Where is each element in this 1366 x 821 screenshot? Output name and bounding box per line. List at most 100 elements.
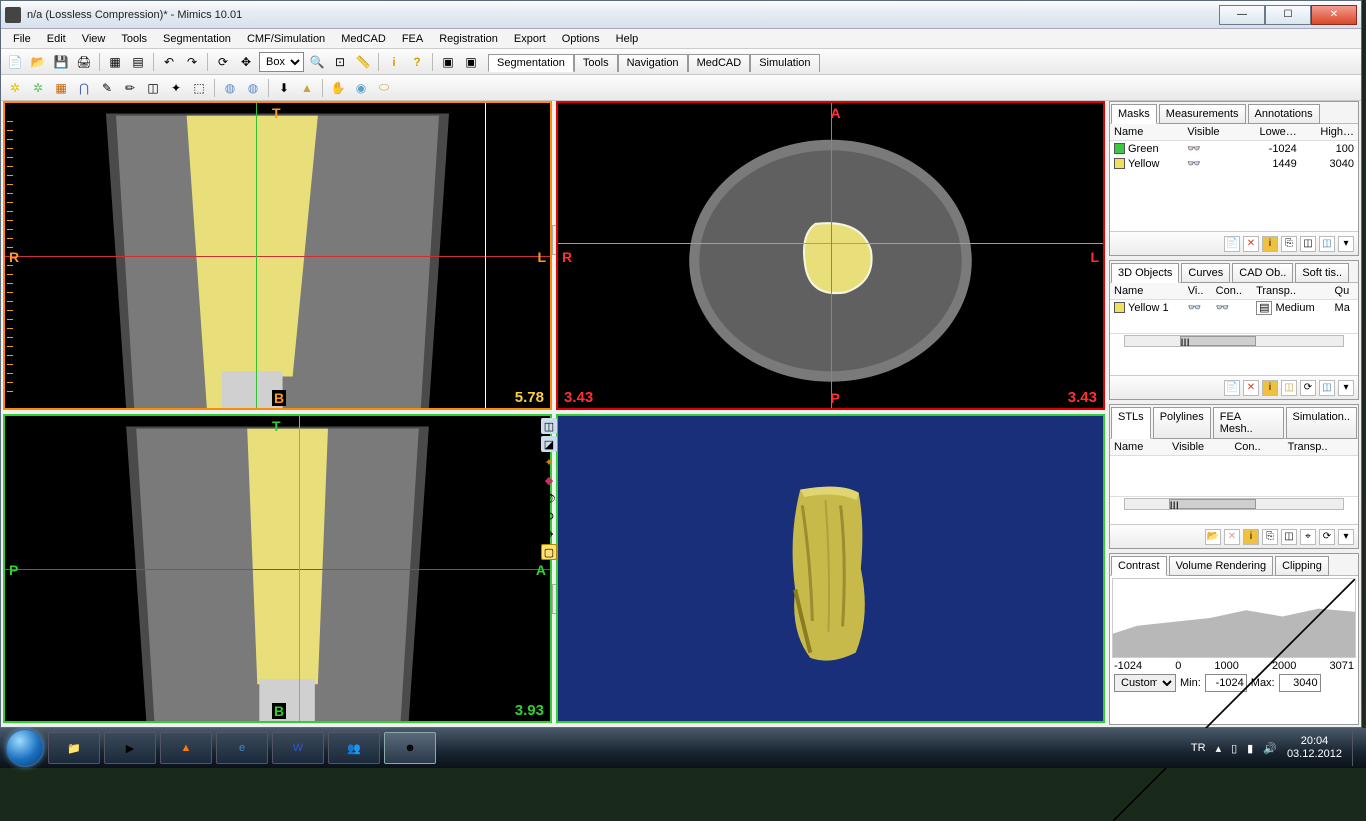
- region-grow-icon[interactable]: ✲: [28, 78, 48, 98]
- redo-icon[interactable]: ↷: [182, 52, 202, 72]
- undo-icon[interactable]: ↶: [159, 52, 179, 72]
- tray-clock[interactable]: 20:04 03.12.2012: [1287, 735, 1342, 761]
- menu-tools[interactable]: Tools: [113, 31, 155, 47]
- start-button[interactable]: [6, 729, 44, 767]
- cube3-icon[interactable]: ◫: [1319, 380, 1335, 396]
- show-desktop-button[interactable]: [1352, 730, 1360, 766]
- open-icon[interactable]: 📂: [28, 52, 48, 72]
- task-mimics[interactable]: ☻: [384, 732, 436, 764]
- move-icon[interactable]: ✥: [541, 526, 557, 542]
- menu-export[interactable]: Export: [506, 31, 554, 47]
- eye-icon[interactable]: 👁: [541, 490, 557, 506]
- zoom-fit-icon[interactable]: ⊡: [330, 52, 350, 72]
- zoom-icon[interactable]: 🔍: [307, 52, 327, 72]
- task-word[interactable]: W: [272, 732, 324, 764]
- tab-segmentation[interactable]: Segmentation: [488, 54, 574, 72]
- maximize-button[interactable]: ☐: [1265, 5, 1311, 25]
- cube2-icon[interactable]: ⟳: [1300, 380, 1316, 396]
- minimize-button[interactable]: —: [1219, 5, 1265, 25]
- menu-help[interactable]: Help: [608, 31, 647, 47]
- calc-3d-icon[interactable]: ◍: [220, 78, 240, 98]
- save-icon[interactable]: 💾: [51, 52, 71, 72]
- table-row[interactable]: Yellow 1 👓 👓 ▤ Medium Ma: [1110, 300, 1358, 316]
- rotate-stl-icon[interactable]: ⟳: [1319, 529, 1335, 545]
- tab-tools[interactable]: Tools: [574, 54, 618, 72]
- taskbar[interactable]: 📁 ▶ ▲ e W 👥 ☻ TR ▴ ▯ ▮ 🔊 20:04 03.12.201…: [0, 728, 1366, 768]
- ptab-volrender[interactable]: Volume Rendering: [1169, 556, 1274, 576]
- task-mediaplayer[interactable]: ▶: [104, 732, 156, 764]
- tab-medcad[interactable]: MedCAD: [688, 54, 751, 72]
- draw-icon[interactable]: ✏: [120, 78, 140, 98]
- export-stl-icon[interactable]: ⬇: [274, 78, 294, 98]
- boolean-icon[interactable]: ⋂: [74, 78, 94, 98]
- delete-obj-icon[interactable]: ✕: [1243, 380, 1259, 396]
- dropdown-icon[interactable]: ▾: [1338, 236, 1354, 252]
- col-name[interactable]: Name: [1110, 439, 1168, 456]
- grid-icon[interactable]: ▦: [105, 52, 125, 72]
- viewport-axial[interactable]: A P R L 3.43 3.43: [556, 101, 1105, 410]
- selection-mode-select[interactable]: Box: [259, 52, 304, 72]
- disc-icon[interactable]: ◉: [351, 78, 371, 98]
- viewport-coronal[interactable]: T B R L 5.78: [3, 101, 552, 410]
- col-transp[interactable]: Transp..: [1252, 283, 1330, 300]
- col-name[interactable]: Name: [1110, 283, 1184, 300]
- copy-stl-icon[interactable]: ⎘: [1262, 529, 1278, 545]
- tray-up-icon[interactable]: ▴: [1216, 742, 1222, 755]
- tray-network-icon[interactable]: ▮: [1247, 742, 1253, 755]
- props-mask-icon[interactable]: i: [1262, 236, 1278, 252]
- contrast-histogram[interactable]: [1112, 578, 1356, 658]
- panel-toggle-1-icon[interactable]: ▣: [438, 52, 458, 72]
- cube-mask-icon[interactable]: ◫: [1319, 236, 1335, 252]
- layout-icon[interactable]: ▤: [128, 52, 148, 72]
- props-stl-icon[interactable]: i: [1243, 529, 1259, 545]
- task-vlc[interactable]: ▲: [160, 732, 212, 764]
- ptab-simulation[interactable]: Simulation..: [1286, 407, 1357, 439]
- erase-mask-icon[interactable]: ◫: [1300, 236, 1316, 252]
- viewport-3d[interactable]: ◫ ◪ ✦ ◆ 👁 ⟲ ✥ ▢: [556, 414, 1105, 723]
- ptab-cadob[interactable]: CAD Ob..: [1232, 263, 1293, 283]
- box-icon[interactable]: ▢: [541, 544, 557, 560]
- cube1-icon[interactable]: ◫: [1281, 380, 1297, 396]
- menu-edit[interactable]: Edit: [39, 31, 74, 47]
- calc-poly-icon[interactable]: ◍: [243, 78, 263, 98]
- tray-volume-icon[interactable]: 🔊: [1263, 742, 1277, 755]
- flood-icon[interactable]: ✦: [166, 78, 186, 98]
- info-icon[interactable]: i: [384, 52, 404, 72]
- new-obj-icon[interactable]: 📄: [1224, 380, 1240, 396]
- menu-file[interactable]: File: [5, 31, 39, 47]
- ptab-measurements[interactable]: Measurements: [1159, 104, 1246, 124]
- menu-segmentation[interactable]: Segmentation: [155, 31, 239, 47]
- table-row[interactable]: Green 👓 -1024 100: [1110, 141, 1358, 157]
- props-obj-icon[interactable]: i: [1262, 380, 1278, 396]
- table-row[interactable]: Yellow 👓 1449 3040: [1110, 156, 1358, 171]
- col-con[interactable]: Con..: [1230, 439, 1283, 456]
- print-icon[interactable]: 🖨: [74, 52, 94, 72]
- cube-side-icon[interactable]: ◪: [541, 436, 557, 452]
- col-qu[interactable]: Qu: [1331, 283, 1358, 300]
- edit-mask-icon[interactable]: ✎: [97, 78, 117, 98]
- dropdown-icon[interactable]: ▾: [1338, 529, 1354, 545]
- col-visible[interactable]: Visible: [1183, 124, 1238, 141]
- crop-icon[interactable]: ⬚: [189, 78, 209, 98]
- ptab-stls[interactable]: STLs: [1111, 407, 1151, 439]
- close-button[interactable]: ✕: [1311, 5, 1357, 25]
- cube-front-icon[interactable]: ◫: [541, 418, 557, 434]
- col-visible[interactable]: Visible: [1168, 439, 1230, 456]
- measure-icon[interactable]: 📏: [353, 52, 373, 72]
- col-name[interactable]: Name: [1110, 124, 1183, 141]
- ptab-feamesh[interactable]: FEA Mesh..: [1213, 407, 1284, 439]
- open-stl-icon[interactable]: 📂: [1205, 529, 1221, 545]
- ptab-polylines[interactable]: Polylines: [1153, 407, 1211, 439]
- task-msn[interactable]: 👥: [328, 732, 380, 764]
- new-mask-icon[interactable]: 📄: [1224, 236, 1240, 252]
- target-icon[interactable]: ⌖: [1300, 529, 1316, 545]
- ptab-3dobjects[interactable]: 3D Objects: [1111, 263, 1179, 283]
- task-ie[interactable]: e: [216, 732, 268, 764]
- tab-navigation[interactable]: Navigation: [618, 54, 688, 72]
- ptab-contrast[interactable]: Contrast: [1111, 556, 1167, 576]
- ptab-softtis[interactable]: Soft tis..: [1295, 263, 1349, 283]
- col-low[interactable]: Lowe…: [1239, 124, 1301, 141]
- delete-mask-icon[interactable]: ✕: [1243, 236, 1259, 252]
- tab-simulation[interactable]: Simulation: [750, 54, 819, 72]
- menu-medcad[interactable]: MedCAD: [333, 31, 394, 47]
